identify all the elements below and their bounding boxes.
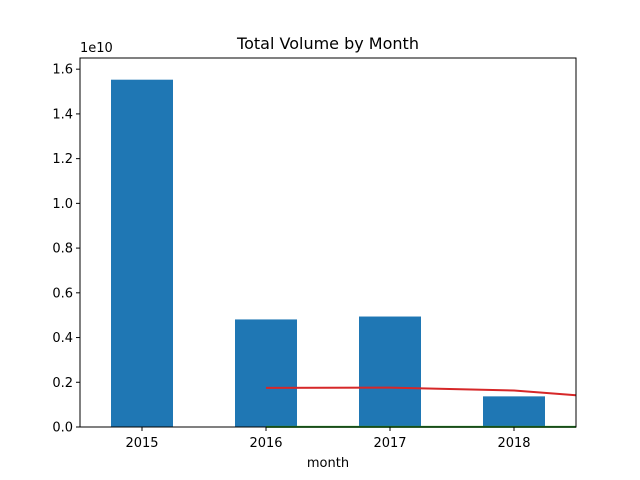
y-tick-label: 0.2	[52, 376, 73, 391]
y-tick-label: 0.8	[52, 242, 73, 257]
bar-2018	[483, 396, 545, 427]
x-tick-label: 2018	[497, 436, 530, 451]
y-tick-label: 1.2	[52, 152, 73, 167]
bar-2017	[359, 316, 421, 427]
chart-title: Total Volume by Month	[236, 34, 419, 53]
y-tick-label: 0.6	[52, 286, 73, 301]
plot-frame	[79, 57, 577, 428]
y-tick-label: 0.0	[52, 421, 73, 436]
overlay-line-1	[265, 386, 577, 397]
x-tick-label: 2017	[373, 436, 406, 451]
bar-2016	[235, 319, 297, 427]
x-axis: 2015 2016 2017 2018	[125, 427, 531, 451]
y-axis-multiplier: 1e10	[80, 41, 113, 56]
y-tick-label: 0.4	[52, 331, 73, 346]
bar-2015	[111, 79, 173, 428]
y-tick-label: 1.6	[52, 63, 73, 78]
y-axis: 0.0 0.2 0.4 0.6 0.8 1.0 1.2 1.4 1.6	[52, 63, 80, 436]
y-tick-label: 1.0	[52, 197, 73, 212]
x-axis-label: month	[307, 456, 349, 471]
x-tick-label: 2015	[125, 436, 158, 451]
bars-group	[111, 79, 545, 428]
y-tick-label: 1.4	[52, 107, 73, 122]
x-tick-label: 2016	[249, 436, 282, 451]
